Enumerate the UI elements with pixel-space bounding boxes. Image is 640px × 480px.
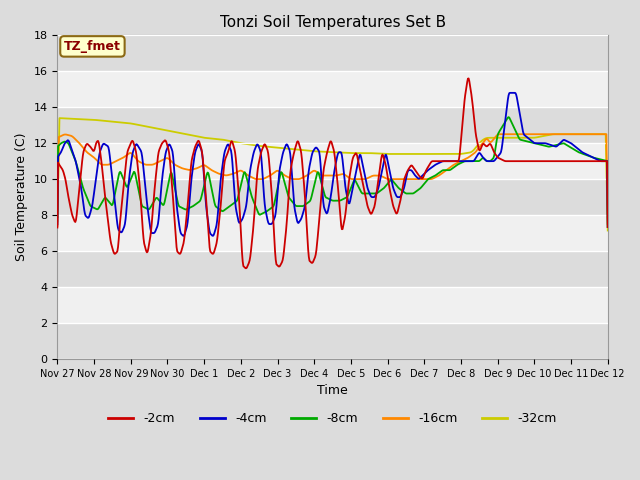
Bar: [58, 72, 608, 107]
Bar: [58, 36, 608, 72]
Legend: -2cm, -4cm, -8cm, -16cm, -32cm: -2cm, -4cm, -8cm, -16cm, -32cm: [104, 407, 562, 430]
Title: Tonzi Soil Temperatures Set B: Tonzi Soil Temperatures Set B: [220, 15, 445, 30]
Bar: [58, 143, 608, 179]
Bar: [58, 107, 608, 143]
Text: TZ_fmet: TZ_fmet: [64, 40, 121, 53]
Bar: [58, 215, 608, 251]
Bar: [58, 179, 608, 215]
Y-axis label: Soil Temperature (C): Soil Temperature (C): [15, 133, 28, 262]
Bar: [58, 251, 608, 287]
Bar: [58, 287, 608, 323]
X-axis label: Time: Time: [317, 384, 348, 397]
Bar: [58, 323, 608, 359]
